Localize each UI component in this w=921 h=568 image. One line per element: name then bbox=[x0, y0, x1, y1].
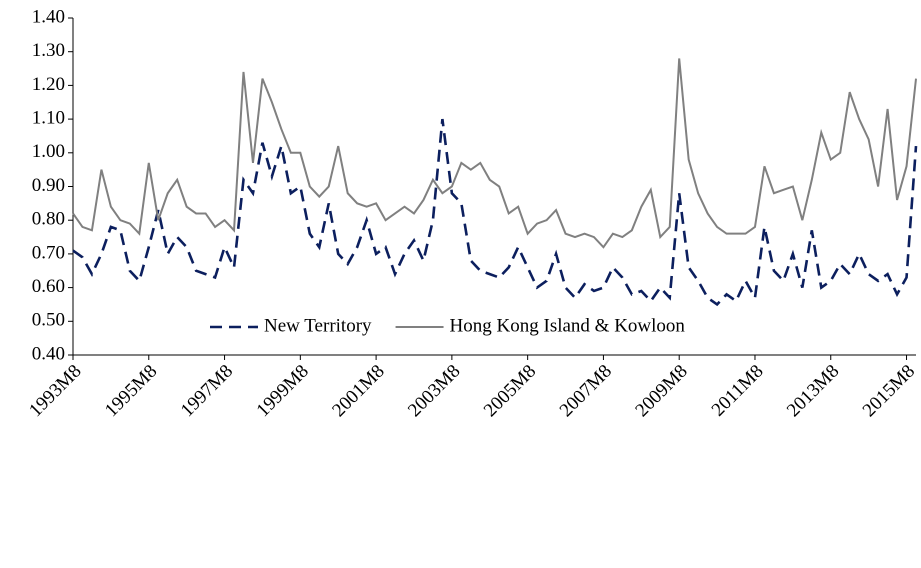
y-tick-label: 1.30 bbox=[32, 40, 65, 61]
y-tick-label: 1.40 bbox=[32, 6, 65, 27]
x-tick-label: 2001M8 bbox=[328, 361, 388, 421]
legend-label: Hong Kong Island & Kowloon bbox=[450, 315, 686, 336]
y-tick-label: 0.90 bbox=[32, 175, 65, 196]
x-tick-label: 2015M8 bbox=[859, 361, 919, 421]
y-tick-label: 0.80 bbox=[32, 209, 65, 230]
y-tick-label: 1.00 bbox=[32, 141, 65, 162]
x-tick-label: 2009M8 bbox=[631, 361, 691, 421]
y-tick-label: 0.40 bbox=[32, 343, 65, 364]
x-tick-label: 2013M8 bbox=[783, 361, 843, 421]
x-tick-label: 2003M8 bbox=[404, 361, 464, 421]
x-tick-label: 1993M8 bbox=[25, 361, 85, 421]
series-line bbox=[72, 118, 918, 307]
y-tick-label: 0.60 bbox=[32, 276, 65, 297]
y-tick-label: 0.50 bbox=[32, 310, 65, 331]
y-tick-label: 1.20 bbox=[32, 74, 65, 95]
x-tick-label: 1997M8 bbox=[177, 361, 237, 421]
x-tick-label: 1995M8 bbox=[101, 361, 161, 421]
x-tick-label: 1999M8 bbox=[253, 361, 313, 421]
y-tick-label: 0.70 bbox=[32, 242, 65, 263]
x-tick-label: 2011M8 bbox=[708, 361, 768, 421]
series-line bbox=[72, 58, 917, 249]
y-tick-label: 1.10 bbox=[32, 107, 65, 128]
legend-label: New Territory bbox=[264, 315, 372, 336]
x-tick-label: 2007M8 bbox=[556, 361, 616, 421]
x-tick-label: 2005M8 bbox=[480, 361, 540, 421]
